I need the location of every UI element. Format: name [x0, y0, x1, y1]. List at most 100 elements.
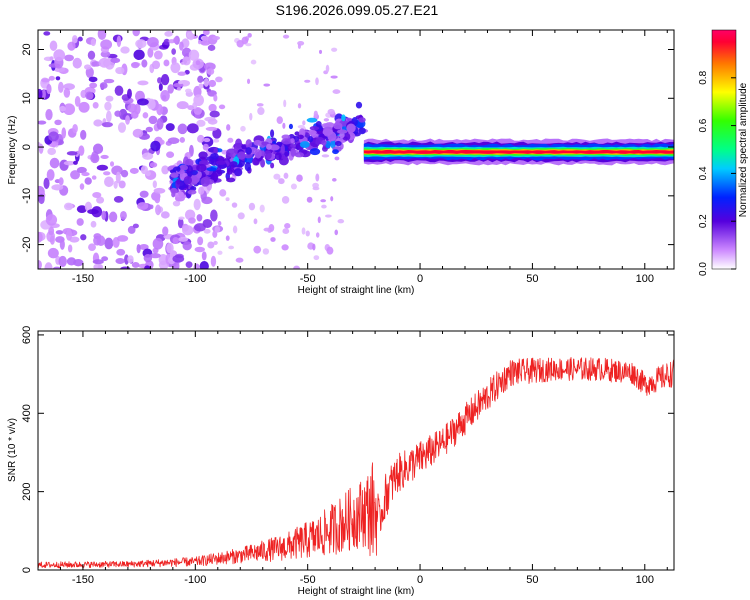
heatmap-cell [158, 83, 163, 91]
heatmap-cell [149, 162, 158, 168]
spectrogram-y-label: Frequency (Hz) [7, 116, 18, 185]
heatmap-cell [120, 169, 129, 178]
snr-x-tick-label: -150 [72, 574, 94, 586]
heatmap-cell [282, 122, 286, 129]
heatmap-cell [74, 95, 81, 107]
heatmap-cell [183, 175, 193, 185]
heatmap-cell [131, 262, 140, 268]
heatmap-cell [49, 157, 60, 169]
heatmap-cell [164, 31, 173, 37]
heatmap-cell [208, 79, 217, 88]
heatmap-cell [245, 139, 253, 149]
heatmap-cell [177, 217, 184, 229]
spectrogram-x-label: Height of straight line (km) [298, 285, 415, 296]
spectrogram-y-tick-label: -20 [21, 237, 33, 253]
heatmap-cell [38, 193, 45, 205]
heatmap-cell [257, 107, 265, 116]
heatmap-cell [212, 138, 220, 143]
heatmap-cell [116, 248, 126, 256]
heatmap-cell [66, 151, 78, 156]
snr-x-tick-label: 0 [417, 574, 423, 586]
heatmap-cell [231, 202, 238, 208]
heatmap-cell [58, 177, 64, 186]
heatmap-cell [334, 229, 339, 236]
heatmap-cell [116, 35, 122, 48]
heatmap-cell [302, 120, 306, 126]
heatmap-cell [59, 105, 66, 112]
heatmap-cell [198, 151, 208, 160]
heatmap-cell [309, 148, 321, 156]
heatmap-cell [297, 125, 305, 129]
heatmap-cell [115, 258, 125, 265]
spectrogram-x-tick-label: 50 [526, 273, 538, 285]
heatmap-cell [41, 89, 46, 100]
heatmap-cell [216, 166, 222, 175]
heatmap-cell [93, 263, 104, 269]
heatmap-cell [321, 139, 327, 146]
heatmap-cell [245, 147, 252, 155]
heatmap-cell [114, 85, 124, 96]
heatmap-cell [120, 210, 127, 220]
heatmap-cell [280, 144, 285, 154]
heatmap-cell [131, 62, 140, 69]
heatmap-cell [210, 158, 218, 166]
heatmap-cell [297, 103, 302, 109]
heatmap-cell [55, 230, 64, 235]
heatmap-cell [47, 247, 59, 259]
heatmap-cell [176, 178, 181, 185]
heatmap-cell [203, 77, 210, 87]
heatmap-cell [84, 201, 92, 212]
heatmap-cell [47, 147, 57, 156]
heatmap-cell [253, 218, 258, 225]
heatmap-cell [147, 47, 154, 58]
heatmap-cell [334, 140, 342, 147]
heatmap-cell [207, 44, 216, 51]
colorbar-gradient [711, 29, 737, 270]
heatmap-cell [63, 160, 76, 166]
heatmap-cell [225, 235, 230, 241]
heatmap-cell [182, 56, 191, 66]
heatmap-cell [44, 262, 53, 269]
heatmap-cell [118, 180, 126, 189]
spectrogram-y-tick-label: -10 [21, 188, 33, 204]
heatmap-cell [170, 62, 181, 74]
heatmap-cell [76, 166, 87, 174]
heatmap-cell [207, 118, 218, 125]
heatmap-cell [226, 177, 236, 183]
heatmap-cell [180, 61, 185, 65]
heatmap-cell [108, 211, 118, 223]
heatmap-cell [78, 101, 90, 113]
heatmap-cell [48, 75, 55, 81]
heatmap-cell [213, 94, 218, 102]
heatmap-cell [153, 187, 166, 194]
spectrogram-heatmap [38, 30, 674, 269]
heatmap-cell [324, 214, 332, 218]
heatmap-cell [101, 210, 107, 221]
snr-series-line [38, 356, 674, 569]
heatmap-cell [48, 226, 55, 236]
heatmap-cell [193, 106, 202, 115]
heatmap-cell [278, 178, 285, 185]
heatmap-cell [214, 226, 221, 233]
heatmap-cell [260, 158, 266, 168]
heatmap-cell [326, 246, 334, 255]
heatmap-cell [188, 32, 194, 41]
heatmap-cell [170, 172, 179, 178]
heatmap-cell [330, 196, 334, 202]
heatmap-cell [182, 241, 192, 251]
heatmap-cell [185, 88, 192, 93]
heatmap-cell [248, 202, 256, 211]
heatmap-cell [155, 204, 161, 216]
heatmap-cell [288, 123, 293, 130]
heatmap-cell [41, 78, 51, 83]
snr-panel: -150 -100 -50 0 50 100 0 200 400 600 Height of st… [7, 326, 675, 597]
heatmap-cell [321, 154, 330, 158]
heatmap-cell [87, 50, 96, 60]
heatmap-cell [232, 225, 238, 234]
heatmap-cell [63, 103, 76, 116]
heatmap-cell [247, 78, 251, 85]
heatmap-cell [283, 172, 289, 179]
heatmap-cell [203, 62, 216, 71]
heatmap-cell [92, 191, 102, 198]
heatmap-cell [201, 251, 207, 261]
